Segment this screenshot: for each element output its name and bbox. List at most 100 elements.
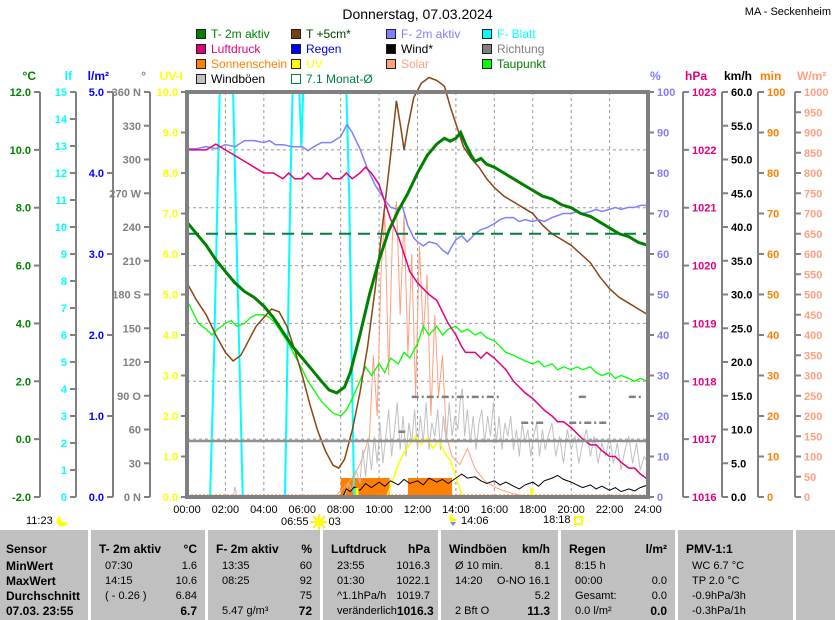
cell-time: 08:25 xyxy=(222,574,250,587)
table-row-label: Durchschnitt xyxy=(6,588,81,603)
axis-unit-direction_deg: ° xyxy=(141,69,146,83)
legend-item: Luftdruck xyxy=(196,41,287,56)
x-axis-label: 08:00 xyxy=(327,504,355,516)
axis-tick-label: 350 xyxy=(804,350,822,362)
table-cell-row: TP 2.0 °C xyxy=(678,573,793,588)
legend-label: Richtung xyxy=(497,41,545,56)
axis-tick-label: 70 xyxy=(657,209,669,221)
table-cell-row: 5.2 xyxy=(441,588,558,603)
axis-tick-label: 150 xyxy=(804,431,822,443)
cell-time: -0.9hPa/3h xyxy=(692,589,746,602)
axis-tick-label: 5 xyxy=(61,357,67,369)
cell-value: 0.0 xyxy=(651,574,667,587)
table-cell-row: 75 xyxy=(208,588,320,603)
column-unit: °C xyxy=(183,541,197,556)
axis-tick-label: 45.0 xyxy=(731,188,752,200)
table-cell-row: Gesamt: 0.0 xyxy=(561,588,675,603)
axis-tick-label: 600 xyxy=(804,249,822,261)
series-pressure xyxy=(187,143,649,481)
axis-tick-label: 900 xyxy=(804,128,822,140)
legend-label: Sonnenschein xyxy=(211,56,288,71)
axis-tick-label: 2 xyxy=(61,438,67,450)
axis-tick-label: 50.0 xyxy=(731,155,752,167)
cell-value: 6.84 xyxy=(175,589,197,602)
legend-label: UV xyxy=(306,56,323,71)
axis-unit-rain_lm2: l/m² xyxy=(88,69,109,83)
legend-item: Wind* xyxy=(386,41,460,56)
axis-tick-label: 80 xyxy=(767,168,779,180)
series-wind xyxy=(187,473,649,498)
axis-tick-label: 0 xyxy=(657,492,663,504)
table-cell-row: 23:55 1016.3 xyxy=(323,558,438,573)
column-title: Luftdruck xyxy=(331,541,387,556)
cell-time: Ø 10 min. xyxy=(455,559,503,572)
axis-unit-solar_wm2: W/m² xyxy=(797,69,826,83)
axis-tick-label: 0 xyxy=(61,492,67,504)
axis-tick-label: 30.0 xyxy=(731,290,752,302)
axis-tick-label: 360 N xyxy=(112,87,141,99)
axis-tick-label: 8 xyxy=(61,276,67,288)
axis-unit-percent: % xyxy=(650,69,661,83)
table-row-label: MaxWert xyxy=(6,573,56,588)
legend-swatch-icon xyxy=(482,43,492,54)
cell-time: 23:55 xyxy=(337,559,365,572)
cell-time: 0.0 l/m² xyxy=(575,604,612,617)
sunset-square-icon xyxy=(573,515,583,525)
x-axis-label: 12:00 xyxy=(404,504,432,516)
axis-tick-label: 0 xyxy=(804,492,810,504)
axis-tick-label: 9.0 xyxy=(163,128,178,140)
sunset-time: 18:18 xyxy=(543,514,571,526)
cell-value: 1.6 xyxy=(181,559,197,572)
axis-tick-label: 70 xyxy=(767,209,779,221)
table-cell-row: 08:25 92 xyxy=(208,573,320,588)
series-humidity xyxy=(187,122,648,256)
axis-unit-leaf_lf: lf xyxy=(65,69,73,83)
axis-tick-label: 5.0 xyxy=(163,290,178,302)
table-column xyxy=(793,530,835,620)
legend-label: 7.1 Monat-Ø xyxy=(306,71,373,86)
cell-value: 1016.3 xyxy=(396,603,434,618)
axis-tick-label: 4.0 xyxy=(163,330,178,342)
axis-tick-label: 10 xyxy=(767,452,779,464)
axis-tick-label: 20 xyxy=(657,411,669,423)
table-column-header: T- 2m aktiv °C xyxy=(91,539,205,558)
axis-tick-label: 950 xyxy=(804,107,822,119)
table-column-header: F- 2m aktiv% xyxy=(208,539,320,558)
axis-tick-label: 3.0 xyxy=(89,249,104,261)
meteogram-chart: 12.010.08.06.04.02.00.0-2.0°C15141312111… xyxy=(10,69,829,516)
legend-label: Solar xyxy=(401,56,430,71)
legend-swatch-icon xyxy=(386,28,396,39)
axis-tick-label: 2.0 xyxy=(16,376,31,388)
sunrise-extra: 03 xyxy=(328,516,341,528)
cell-time: 5.47 g/m³ xyxy=(222,604,269,617)
moonset-time: 14:06 xyxy=(461,514,489,527)
legend-label: Wind* xyxy=(401,41,434,56)
x-axis-label: 16:00 xyxy=(481,504,509,516)
table-cell-row: 2 Bft O 11.3 xyxy=(441,603,558,618)
cell-value: 10.6 xyxy=(175,574,197,587)
legend-swatch-icon xyxy=(196,73,206,84)
axis-tick-label: 400 xyxy=(804,330,822,342)
legend-item: Windböen xyxy=(196,71,287,86)
axis-tick-label: 14 xyxy=(55,114,68,126)
table-column: T- 2m aktiv °C 07:30 1.6 14:15 10.6( - 0.26 )… xyxy=(88,530,205,620)
cell-value: 11.3 xyxy=(527,603,550,618)
axis-tick-label: 20.0 xyxy=(731,357,752,369)
legend-item: F- 2m aktiv xyxy=(386,26,460,41)
table-row-label: 07.03. 23:55 xyxy=(6,603,74,618)
axis-tick-label: 450 xyxy=(804,310,822,322)
axis-tick-label: 700 xyxy=(804,209,822,221)
page-title: Donnerstag, 07.03.2024 xyxy=(342,6,493,22)
table-cell-row: -0.9hPa/3h xyxy=(678,588,793,603)
astro-footer: 11:23 06:55 03 14:06 18:18 xyxy=(0,514,835,531)
table-cell-row: WC 6.7 °C xyxy=(678,558,793,573)
table-cell-row: 5.47 g/m³ 72 xyxy=(208,603,320,618)
table-cell-row: 13:35 60 xyxy=(208,558,320,573)
axis-tick-label: 0.0 xyxy=(89,492,104,504)
table-column: PMV-1:1 WC 6.7 °C TP 2.0 °C -0.9hPa/3h -0.3h… xyxy=(675,530,793,620)
axis-tick-label: 330 xyxy=(123,121,141,133)
cell-time: 00:00 xyxy=(575,574,603,587)
series-solar xyxy=(186,201,648,498)
axis-tick-label: 180 S xyxy=(112,290,141,302)
table-column-header: Regen l/m² xyxy=(561,539,675,558)
